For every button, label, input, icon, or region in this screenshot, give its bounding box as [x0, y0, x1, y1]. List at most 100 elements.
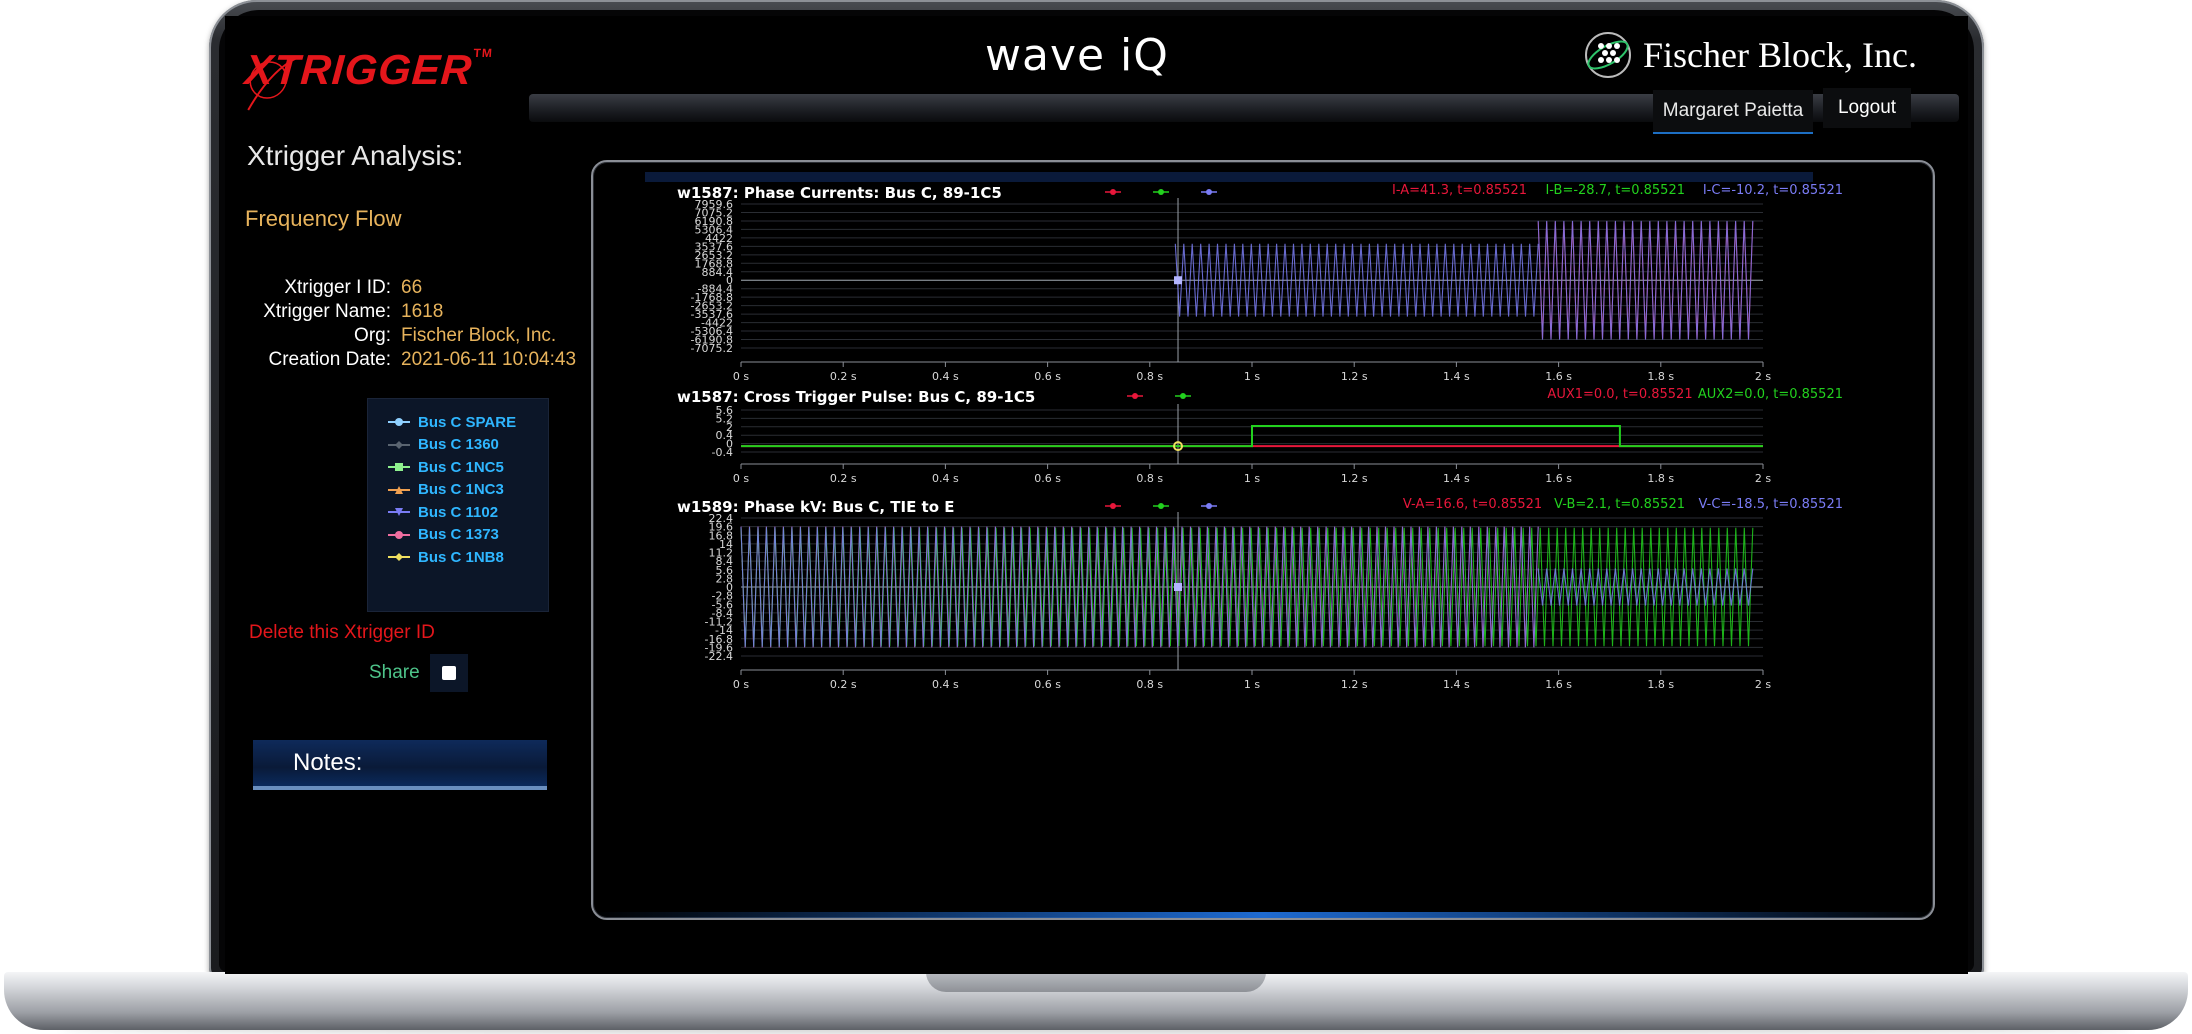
notes-header[interactable]: Notes: — [253, 740, 547, 790]
xtrigger-logo-tm: TM — [473, 46, 494, 60]
share-checkbox[interactable] — [429, 654, 468, 692]
y-tick-label: 14 — [719, 538, 733, 551]
chart-title: w1589: Phase kV: Bus C, TIE to E — [677, 498, 955, 516]
notes-label: Notes: — [293, 749, 363, 776]
legend-item-bus-c-1nb8[interactable]: Bus C 1NB8 — [368, 546, 548, 569]
triangle-up-marker-icon — [388, 485, 410, 494]
x-tick-label: 1.6 s — [1545, 472, 1572, 485]
series-legend: Bus C SPARE Bus C 1360 Bus C 1NC5 Bus C … — [367, 398, 549, 612]
x-tick-label: 2 s — [1755, 678, 1771, 691]
legend-label: Bus C 1NC3 — [418, 481, 504, 499]
y-tick-label: 5.6 — [716, 404, 734, 417]
fischer-block-logo: Fischer Block, Inc. — [1581, 28, 1917, 82]
info-label: Creation Date: — [268, 349, 391, 370]
series-V-C — [740, 526, 1539, 648]
legend-label: Bus C 1NB8 — [418, 548, 504, 566]
chart-title: w1587: Phase Currents: Bus C, 89-1C5 — [677, 184, 1002, 202]
y-tick-label: -22.4 — [705, 650, 733, 663]
info-row-id: Xtrigger I ID: 66 — [245, 276, 576, 300]
info-row-date: Creation Date: 2021-06-11 10:04:43 — [245, 348, 576, 372]
info-label: Xtrigger Name: — [263, 301, 391, 322]
x-tick-label: 1.6 s — [1545, 678, 1572, 691]
y-tick-label: 2.8 — [716, 572, 734, 585]
share-row: Share — [369, 654, 468, 692]
frequency-flow-link[interactable]: Frequency Flow — [245, 206, 402, 231]
waveform-charts[interactable]: w1587: Phase Currents: Bus C, 89-1C5 I-C=… — [593, 162, 1933, 918]
legend-label: Bus C 1NC5 — [418, 458, 504, 476]
legend-item-bus-c-1360[interactable]: Bus C 1360 — [368, 434, 548, 457]
y-tick-label: 2653.2 — [695, 249, 734, 262]
legend-label: Bus C 1360 — [418, 436, 499, 454]
chart-readouts: AUX2=0.0, t=0.85521 AUX1=0.0, t=0.85521 — [1547, 387, 1843, 402]
x-tick-label: 0 s — [733, 370, 749, 383]
x-tick-label: 1.6 s — [1545, 370, 1572, 383]
x-tick-label: 0 s — [733, 678, 749, 691]
y-tick-label: -884.4 — [698, 283, 733, 296]
series-I-C — [1174, 243, 1539, 317]
x-tick-label: 0.8 s — [1136, 472, 1163, 485]
delete-xtrigger-link[interactable]: Delete this Xtrigger ID — [249, 622, 435, 643]
series-marker — [1206, 189, 1212, 195]
y-tick-label: 8.4 — [716, 555, 734, 568]
chart-readouts: V-C=-18.5, t=0.85521 V-B=2.1, t=0.85521 V-… — [1403, 497, 1843, 512]
y-tick-label: 11.2 — [709, 547, 734, 560]
y-tick-label: 7959.6 — [695, 198, 734, 211]
y-tick-label: -7075.2 — [691, 342, 733, 355]
chart-readout: I-A=41.3, t=0.85521 — [1392, 183, 1527, 198]
screen: XTRIGGERTM wave iQ Fischer Block, Inc. M… — [225, 16, 1968, 974]
legend-item-bus-c-1nc5[interactable]: Bus C 1NC5 — [368, 456, 548, 479]
series-marker — [1180, 393, 1186, 399]
series-marker — [1158, 189, 1164, 195]
legend-label: Bus C 1373 — [418, 526, 499, 544]
x-tick-label: 1.2 s — [1341, 678, 1368, 691]
y-tick-label: -14 — [715, 624, 733, 637]
x-tick-label: 0 s — [733, 472, 749, 485]
series-marker — [1132, 393, 1138, 399]
chart-readout: V-A=16.6, t=0.85521 — [1403, 497, 1542, 512]
xtrigger-info: Xtrigger I ID: 66 Xtrigger Name: 1618 Or… — [245, 276, 576, 372]
y-tick-label: -1768.8 — [691, 291, 733, 304]
y-tick-label: -16.8 — [705, 633, 733, 646]
series-AUX2 — [741, 425, 1763, 448]
logout-button[interactable]: Logout — [1823, 88, 1911, 128]
x-tick-label: 0.4 s — [932, 370, 959, 383]
y-tick-label: -2.8 — [712, 590, 733, 603]
y-tick-label: -4422 — [701, 317, 733, 330]
legend-item-bus-c-1373[interactable]: Bus C 1373 — [368, 524, 548, 547]
info-value: 2021-06-11 10:04:43 — [401, 349, 577, 370]
info-row-org: Org: Fischer Block, Inc. — [245, 324, 576, 348]
xtrigger-swoosh-icon — [247, 57, 298, 111]
xtrigger-logo[interactable]: XTRIGGERTM — [243, 46, 494, 111]
x-tick-label: 2 s — [1755, 370, 1771, 383]
y-tick-label: -3537.6 — [691, 308, 733, 321]
legend-item-bus-c-1102[interactable]: Bus C 1102 — [368, 501, 548, 524]
y-tick-label: 6190.8 — [695, 215, 734, 228]
x-tick-label: 1.8 s — [1647, 370, 1674, 383]
chart-readout: V-B=2.1, t=0.85521 — [1554, 497, 1685, 512]
series-marker — [1158, 503, 1164, 509]
x-tick-label: 0.4 s — [932, 472, 959, 485]
x-tick-label: 0.6 s — [1034, 472, 1061, 485]
y-tick-label: 22.4 — [709, 512, 734, 525]
legend-item-bus-c-spare[interactable]: Bus C SPARE — [368, 411, 548, 434]
info-label: Org: — [354, 325, 391, 346]
laptop-notch — [926, 972, 1266, 992]
legend-item-bus-c-1nc3[interactable]: Bus C 1NC3 — [368, 479, 548, 502]
x-tick-label: 1.8 s — [1647, 472, 1674, 485]
x-tick-label: 1 s — [1244, 472, 1260, 485]
x-tick-label: 1.4 s — [1443, 370, 1470, 383]
share-label: Share — [369, 662, 420, 683]
info-value: 66 — [401, 277, 423, 298]
chart-1: w1587: Phase Currents: Bus C, 89-1C5 I-C=… — [677, 183, 1843, 383]
chart-3: w1589: Phase kV: Bus C, TIE to E V-C=-18.… — [677, 497, 1843, 691]
chart-readout: I-C=-10.2, t=0.85521 — [1703, 183, 1843, 198]
x-tick-label: 1.2 s — [1341, 370, 1368, 383]
y-tick-label: 16.8 — [709, 529, 734, 542]
y-tick-label: -6190.8 — [691, 334, 733, 347]
series-marker — [1110, 189, 1116, 195]
series-marker — [1206, 503, 1212, 509]
y-tick-label: 2 — [726, 421, 733, 434]
user-menu-button[interactable]: Margaret Paietta — [1653, 90, 1813, 134]
x-tick-label: 0.2 s — [830, 678, 857, 691]
y-tick-label: -19.6 — [705, 641, 733, 654]
